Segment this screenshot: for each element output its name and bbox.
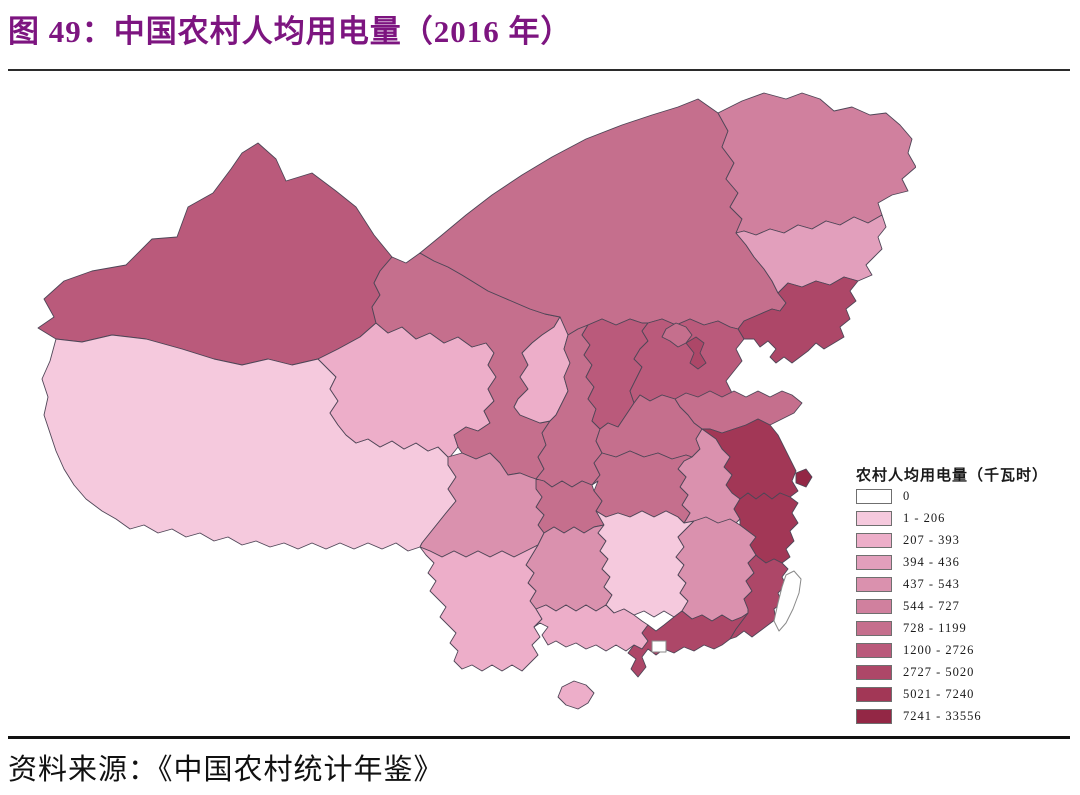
province-taiwan: 台湾：0 [773, 570, 802, 632]
legend-label: 394 - 436 [903, 555, 960, 569]
legend-label: 2727 - 5020 [903, 665, 975, 679]
legend-row: 5021 - 7240 [856, 684, 1074, 705]
legend-swatch [856, 577, 892, 592]
province-liaoning: 辽宁：2727 - 5020 [737, 276, 859, 364]
legend-row: 1 - 206 [856, 508, 1074, 529]
legend-label: 207 - 393 [903, 533, 960, 547]
province-zhejiang: 浙江：5021 - 7240 [733, 492, 799, 564]
province-tianjin: 天津：2727 - 5020 [685, 336, 707, 370]
source-caption: 资料来源：《中国农村统计年鉴》 [8, 754, 444, 786]
province-yunnan: 云南：207 - 393 [419, 544, 543, 672]
legend-row: 728 - 1199 [856, 618, 1074, 639]
legend-row: 544 - 727 [856, 596, 1074, 617]
province-hunan: 湖南：1 - 206 [595, 510, 695, 618]
legend-title: 农村人均用电量（千瓦时） [856, 468, 1049, 484]
legend-label: 437 - 543 [903, 577, 960, 591]
title-divider-line [8, 69, 1070, 71]
province-heilongjiang: 黑龙江：544 - 727 [717, 92, 917, 236]
legend-row: 437 - 543 [856, 574, 1074, 595]
legend-swatch [856, 599, 892, 614]
legend-label: 0 [903, 489, 911, 503]
legend-swatch [856, 643, 892, 658]
legend-row: 0 [856, 486, 1074, 507]
province-guangdong: 广东：2727 - 5020 [627, 610, 749, 678]
province-xinjiang: 新疆：1200 - 2726 [37, 142, 393, 366]
legend-swatch [856, 687, 892, 702]
legend-swatch [856, 665, 892, 680]
legend-swatch [856, 533, 892, 548]
legend-row: 2727 - 5020 [856, 662, 1074, 683]
legend-row: 7241 - 33556 [856, 706, 1074, 727]
province-hainan: 海南：207 - 393 [557, 680, 595, 710]
china-choropleth-map: 新疆：1200 - 2726西藏：1 - 206青海：207 - 393甘肃：7… [30, 85, 917, 747]
legend-rows: 0 1 - 206 207 - 393 394 - 436 437 - 543 544 -… [856, 486, 1074, 727]
province-jiangxi: 江西：437 - 543 [675, 516, 757, 622]
legend-row: 394 - 436 [856, 552, 1074, 573]
map-legend: 农村人均用电量（千瓦时） 0 1 - 206 207 - 393 394 - 436 4… [856, 464, 1074, 727]
legend-label: 7241 - 33556 [903, 709, 982, 723]
province-shanghai: 上海：7241 - 33556 [795, 468, 813, 488]
china-map-svg: 新疆：1200 - 2726西藏：1 - 206青海：207 - 393甘肃：7… [37, 92, 917, 710]
legend-label: 544 - 727 [903, 599, 960, 613]
legend-label: 1200 - 2726 [903, 643, 975, 657]
legend-label: 728 - 1199 [903, 621, 967, 635]
figure-title: 图 49：中国农村人均用电量（2016 年） [8, 14, 573, 49]
legend-swatch [856, 511, 892, 526]
legend-label: 1 - 206 [903, 511, 946, 525]
province-hongkong-macau: 港澳：0 [651, 640, 667, 653]
legend-swatch [856, 709, 892, 724]
province-jilin: 吉林：394 - 436 [735, 214, 887, 294]
legend-swatch [856, 555, 892, 570]
legend-swatch [856, 489, 892, 504]
legend-row: 1200 - 2726 [856, 640, 1074, 661]
source-divider-line [8, 736, 1070, 739]
legend-row: 207 - 393 [856, 530, 1074, 551]
legend-swatch [856, 621, 892, 636]
legend-label: 5021 - 7240 [903, 687, 975, 701]
